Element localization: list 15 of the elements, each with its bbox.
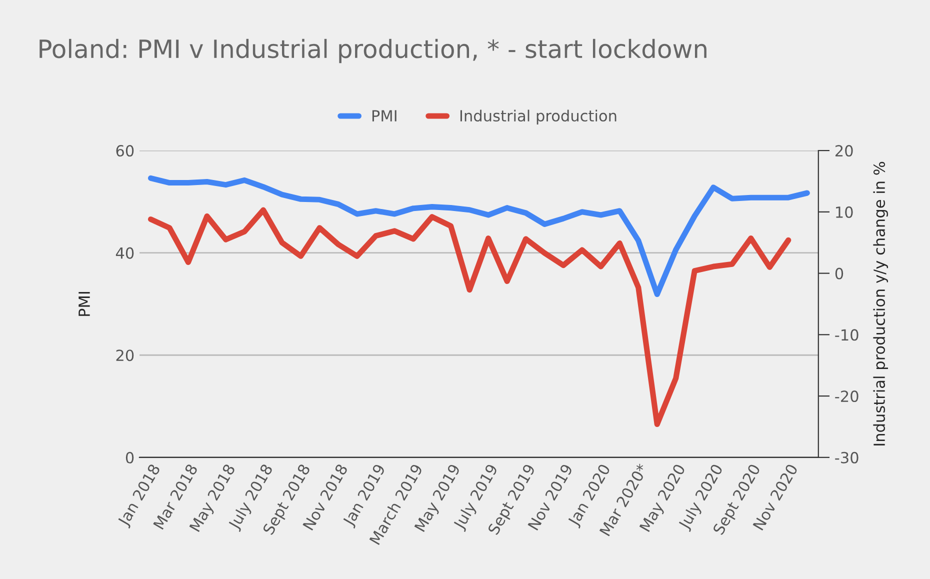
y2-tick-label: 0 [835, 268, 844, 280]
y2-tick-label: 20 [835, 145, 853, 157]
y2-tick-label: -30 [835, 452, 858, 464]
chart-title: Poland: PMI v Industrial production, * - start lockdown [40, 38, 706, 64]
y-tick-label: 20 [116, 350, 134, 362]
y2-tick-label: -10 [835, 329, 858, 341]
y2-tick-label: -20 [835, 390, 858, 402]
y2-tick-label: 10 [836, 206, 853, 218]
legend-label: Industrial production [460, 110, 616, 125]
y2-axis-title: Industrial production y/y change in % [873, 162, 888, 446]
y-axis-title: PMI [78, 292, 90, 316]
y-tick-label: 40 [116, 247, 134, 259]
y-tick-label: 0 [126, 452, 134, 464]
y-tick-label: 60 [116, 145, 134, 157]
legend-label: PMI [372, 110, 396, 122]
